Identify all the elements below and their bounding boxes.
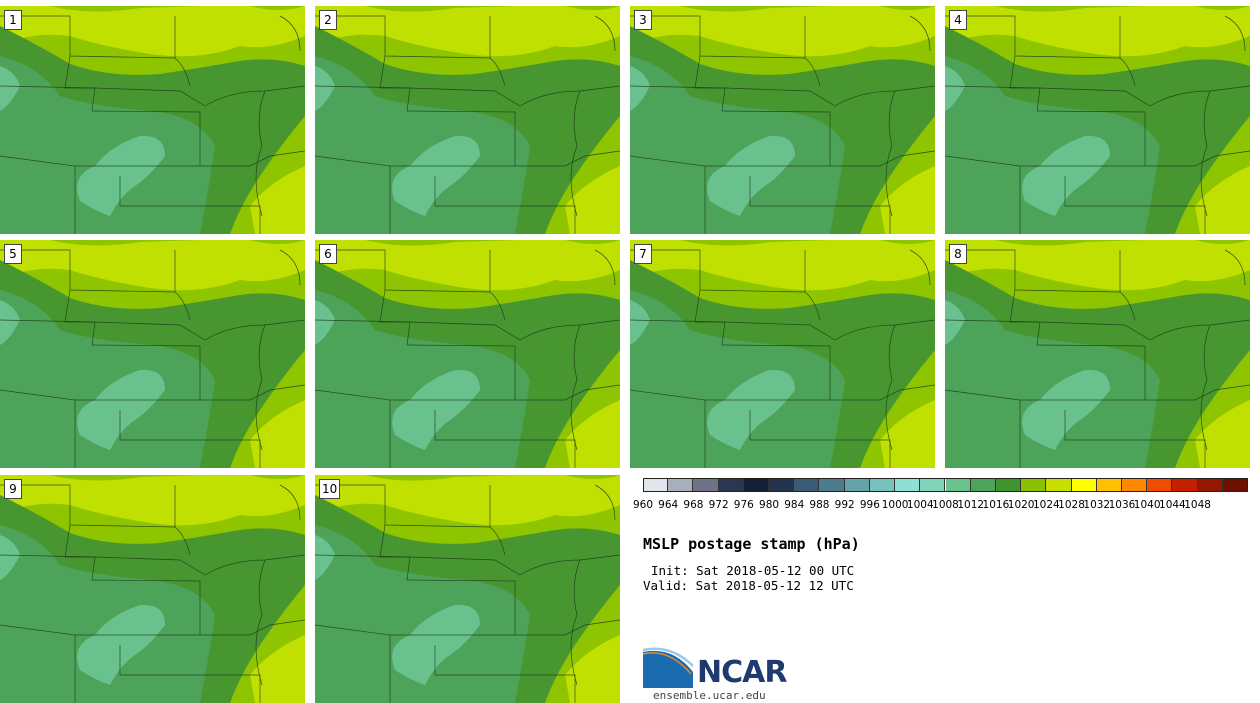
colorbar-tick-label: 1044 xyxy=(1159,499,1186,511)
colorbar-tick-label: 1032 xyxy=(1083,499,1111,511)
colorbar-tick-label: 960 xyxy=(632,499,654,511)
member-panel-2: 2 xyxy=(315,6,620,234)
colorbar-tick-label: 1000 xyxy=(881,499,909,511)
colorbar-cell xyxy=(920,478,946,492)
colorbar-tick-label: 972 xyxy=(708,499,729,511)
colorbar-cell xyxy=(869,478,896,492)
colorbar-cell xyxy=(794,478,820,492)
colorbar-tick-label: 1048 xyxy=(1184,499,1211,511)
member-panel-10: 10 xyxy=(315,475,620,703)
colorbar-tick-label: 1016 xyxy=(982,499,1010,511)
member-panel-8: 8 xyxy=(945,240,1250,468)
mslp-map xyxy=(315,240,620,468)
colorbar-cell xyxy=(970,478,996,492)
colorbar-cell xyxy=(945,478,971,492)
colorbar-tick-label: 964 xyxy=(658,499,679,511)
colorbar xyxy=(643,478,1248,492)
mslp-map xyxy=(315,6,620,234)
colorbar-tick-label: 1004 xyxy=(906,499,934,511)
member-panel-9: 9 xyxy=(0,475,305,703)
member-panel-4: 4 xyxy=(945,6,1250,234)
colorbar-cell xyxy=(1096,478,1122,492)
colorbar-cell xyxy=(668,478,694,492)
colorbar-cell xyxy=(1046,478,1072,492)
mslp-map xyxy=(945,6,1250,234)
colorbar-cell xyxy=(743,478,770,492)
member-panel-6: 6 xyxy=(315,240,620,468)
mslp-map xyxy=(630,240,935,468)
colorbar-tick-label: 980 xyxy=(759,499,780,511)
member-number-label: 7 xyxy=(634,244,652,264)
member-number-label: 10 xyxy=(319,479,341,499)
colorbar-tick-label: 996 xyxy=(859,499,880,511)
colorbar-cell xyxy=(844,478,870,492)
colorbar-tick-label: 992 xyxy=(834,499,855,511)
colorbar-cell xyxy=(1147,478,1173,492)
colorbar-cell xyxy=(995,478,1022,492)
member-number-label: 6 xyxy=(319,244,337,264)
colorbar-tick-label: 984 xyxy=(784,499,805,511)
colorbar-tick-label: 1020 xyxy=(1007,499,1035,511)
ncar-logo-text: NCAR xyxy=(697,655,787,690)
colorbar-cell xyxy=(693,478,719,492)
colorbar-tick-label: 976 xyxy=(733,499,754,511)
colorbar-cell xyxy=(643,478,669,492)
init-time: Init: Sat 2018-05-12 00 UTC xyxy=(651,563,855,578)
ncar-logo-icon xyxy=(643,647,694,688)
colorbar-cell xyxy=(769,478,795,492)
colorbar-tick-label: 968 xyxy=(683,499,704,511)
colorbar-tick-label: 1012 xyxy=(957,499,985,511)
member-number-label: 8 xyxy=(949,244,967,264)
mslp-map xyxy=(945,240,1250,468)
mslp-map xyxy=(315,475,620,703)
colorbar-cell xyxy=(1197,478,1223,492)
colorbar-tick-label: 988 xyxy=(809,499,830,511)
member-number-label: 1 xyxy=(4,10,22,30)
colorbar-cell xyxy=(1121,478,1148,492)
member-number-label: 3 xyxy=(634,10,652,30)
valid-time: Valid: Sat 2018-05-12 12 UTC xyxy=(643,578,854,593)
colorbar-tick-label: 1040 xyxy=(1133,499,1161,511)
colorbar-tick-label: 1008 xyxy=(932,499,959,511)
member-number-label: 4 xyxy=(949,10,967,30)
mslp-map xyxy=(630,6,935,234)
colorbar-cell xyxy=(1172,478,1198,492)
member-number-label: 2 xyxy=(319,10,337,30)
colorbar-tick-label: 1028 xyxy=(1058,499,1085,511)
member-panel-3: 3 xyxy=(630,6,935,234)
member-number-label: 5 xyxy=(4,244,22,264)
colorbar-cell xyxy=(1222,478,1248,492)
colorbar-cell xyxy=(1071,478,1097,492)
plot-title: MSLP postage stamp (hPa) xyxy=(643,535,860,553)
colorbar-cell xyxy=(718,478,744,492)
member-panel-7: 7 xyxy=(630,240,935,468)
colorbar-cell xyxy=(819,478,845,492)
member-panel-5: 5 xyxy=(0,240,305,468)
colorbar-tick-label: 1024 xyxy=(1032,499,1060,511)
website-label: ensemble.ucar.edu xyxy=(653,689,766,702)
colorbar-cell xyxy=(895,478,921,492)
member-number-label: 9 xyxy=(4,479,22,499)
colorbar-cell xyxy=(1021,478,1047,492)
mslp-map xyxy=(0,6,305,234)
mslp-map xyxy=(0,240,305,468)
member-panel-1: 1 xyxy=(0,6,305,234)
mslp-map xyxy=(0,475,305,703)
colorbar-tick-label: 1036 xyxy=(1108,499,1136,511)
